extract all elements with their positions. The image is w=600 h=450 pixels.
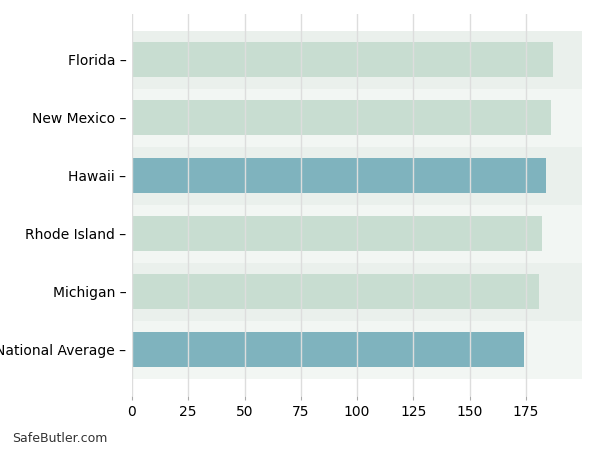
- Bar: [132, 42, 553, 77]
- Bar: [132, 100, 551, 135]
- Bar: [132, 158, 546, 193]
- Bar: [132, 31, 582, 89]
- Bar: [132, 89, 582, 147]
- Bar: [132, 321, 582, 378]
- Text: SafeButler.com: SafeButler.com: [12, 432, 107, 446]
- Bar: [132, 332, 523, 367]
- Bar: [132, 205, 582, 263]
- Bar: [132, 274, 539, 309]
- Bar: [132, 263, 582, 321]
- Bar: [132, 147, 582, 205]
- Bar: [132, 216, 542, 251]
